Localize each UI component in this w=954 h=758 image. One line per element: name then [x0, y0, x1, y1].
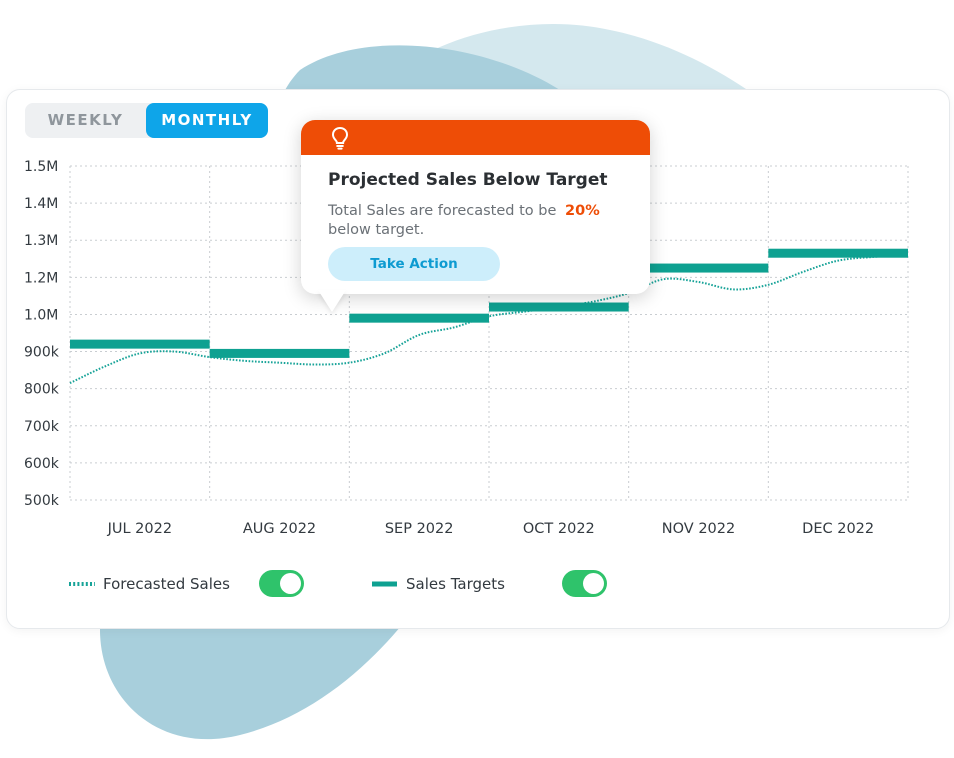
tooltip-message: Total Sales are forecasted to be 20% bel… [328, 202, 628, 240]
sales-alert-tooltip: Projected Sales Below Target Total Sales… [301, 120, 650, 294]
forecast-toggle-knob [280, 573, 301, 594]
y-tick-label: 600k [24, 456, 60, 472]
tooltip-header [301, 120, 650, 155]
target-legend-icon [372, 581, 397, 587]
target-toggle-switch[interactable] [562, 570, 607, 597]
y-tick-label: 1.5M [24, 159, 58, 175]
tooltip-body-end: below target. [328, 222, 425, 238]
legend-target-label: Sales Targets [406, 575, 505, 593]
tooltip-pointer [318, 290, 346, 312]
forecast-legend-icon [69, 582, 95, 586]
tooltip-body-text: Total Sales are forecasted to be [328, 203, 557, 219]
target-bar [70, 339, 210, 349]
target-bar [349, 313, 489, 323]
tooltip-percent: 20% [565, 203, 600, 219]
x-tick-label: JUL 2022 [107, 521, 172, 537]
x-tick-label: OCT 2022 [523, 521, 595, 537]
x-tick-label: AUG 2022 [243, 521, 316, 537]
target-toggle-knob [583, 573, 604, 594]
y-tick-label: 700k [24, 419, 60, 435]
forecast-series [69, 254, 909, 385]
target-bar [489, 302, 629, 312]
x-tick-label: SEP 2022 [385, 521, 454, 537]
x-tick-label: NOV 2022 [662, 521, 735, 537]
lightbulb-icon [331, 126, 349, 150]
weekly-tab[interactable]: WEEKLY [47, 111, 124, 129]
forecast-toggle-switch[interactable] [259, 570, 304, 597]
y-tick-label: 500k [24, 493, 60, 509]
target-bar [209, 348, 350, 358]
take-action-button[interactable]: Take Action [328, 247, 500, 281]
target-series [70, 248, 908, 358]
y-tick-label: 1.3M [24, 233, 58, 249]
y-tick-label: 1.0M [24, 307, 58, 323]
legend-forecast-label: Forecasted Sales [103, 575, 230, 593]
y-axis-ticks: 500k 600k 700k 800k 900k 1.0M 1.2M 1.3M 1.4M 1.5M [24, 159, 60, 509]
monthly-tab[interactable]: MONTHLY [146, 103, 268, 138]
y-tick-label: 900k [24, 345, 60, 361]
target-bar [768, 248, 908, 258]
y-tick-label: 800k [24, 382, 60, 398]
target-bar [628, 263, 769, 273]
forecast-line [69, 254, 909, 385]
x-axis-ticks: JUL 2022 AUG 2022 SEP 2022 OCT 2022 NOV 2022… [107, 521, 875, 537]
view-toggle: WEEKLY MONTHLY [25, 103, 268, 138]
tooltip-title: Projected Sales Below Target [328, 170, 608, 190]
x-tick-label: DEC 2022 [802, 521, 874, 537]
y-tick-label: 1.4M [24, 196, 58, 212]
y-tick-label: 1.2M [24, 270, 58, 286]
